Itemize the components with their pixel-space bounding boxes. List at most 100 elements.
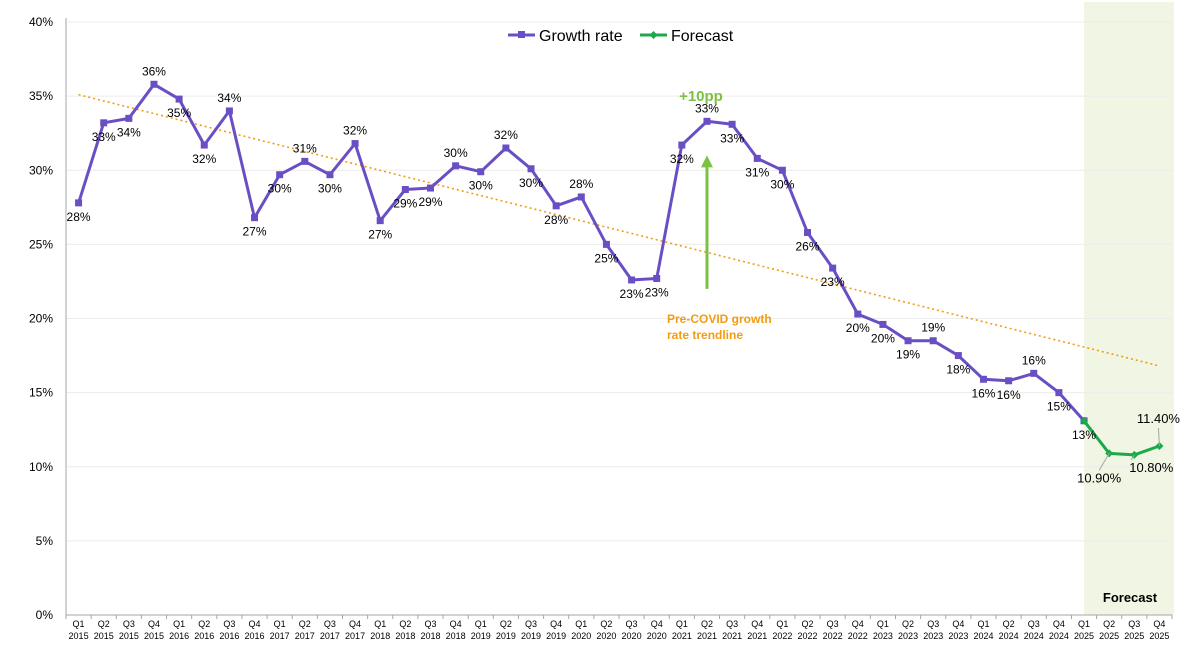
x-tick-quarter: Q1 (374, 619, 386, 629)
growth-rate-point (125, 114, 133, 122)
x-tick-quarter: Q2 (802, 619, 814, 629)
data-label: 26% (796, 240, 820, 254)
data-label: 20% (846, 321, 870, 335)
x-tick-year: 2019 (496, 631, 516, 641)
growth-rate-point (100, 119, 108, 127)
data-label: 31% (745, 165, 769, 179)
x-tick-quarter: Q3 (626, 619, 638, 629)
legend-forecast-marker (649, 31, 658, 39)
data-label: 16% (1022, 353, 1046, 367)
growth-rate-point (954, 352, 962, 360)
x-tick-year: 2024 (1049, 631, 1069, 641)
x-tick-quarter: Q1 (73, 619, 85, 629)
x-tick-year: 2018 (446, 631, 466, 641)
covid-bump-label: +10pp (679, 88, 723, 105)
gridlines (66, 21, 1172, 542)
annotations: +10pp Pre-COVID growth rate trendline Fo… (667, 88, 1158, 605)
y-tick-label: 15% (29, 386, 53, 400)
data-label: 30% (519, 176, 543, 190)
data-label: 33% (720, 131, 744, 145)
growth-rate-point (628, 276, 636, 284)
x-axis-tick-labels: Q1 2015 Q2 2015 Q3 2015 Q4 2015 Q1 2016 Q2 2016 Q3 20… (69, 619, 1170, 641)
data-label: 32% (343, 124, 367, 138)
growth-rate-point (829, 264, 837, 272)
data-label: 27% (243, 225, 267, 239)
x-tick-year: 2025 (1099, 631, 1119, 641)
data-label: 32% (670, 152, 694, 166)
growth-rate-point (225, 107, 233, 115)
x-tick-year: 2016 (219, 631, 239, 641)
x-tick-quarter: Q1 (776, 619, 788, 629)
forecast-region (1084, 2, 1174, 615)
growth-rate-point (1055, 389, 1063, 397)
x-tick-quarter: Q1 (475, 619, 487, 629)
data-label: 29% (393, 197, 417, 211)
legend-item-growth-rate: Growth rate (508, 28, 623, 45)
x-tick-year: 2019 (546, 631, 566, 641)
x-tick-year: 2016 (245, 631, 265, 641)
x-tick-quarter: Q2 (902, 619, 914, 629)
x-tick-year: 2020 (647, 631, 667, 641)
y-axis-tick-labels: 0% 5% 10% 15% 20% 25% 30% 35% 40% (29, 15, 53, 622)
growth-rate-point (150, 80, 158, 88)
data-label: 30% (268, 182, 292, 196)
growth-rate-point (251, 214, 259, 222)
x-tick-quarter: Q4 (1053, 619, 1065, 629)
x-tick-quarter: Q2 (399, 619, 411, 629)
growth-rate-point (527, 165, 535, 173)
x-tick-year: 2017 (345, 631, 365, 641)
growth-rate-point (678, 141, 686, 149)
x-tick-year: 2018 (395, 631, 415, 641)
forecast-line (1082, 419, 1160, 457)
data-label: 28% (569, 177, 593, 191)
x-tick-quarter: Q4 (249, 619, 261, 629)
x-tick-quarter: Q2 (98, 619, 110, 629)
data-label: 19% (921, 321, 945, 335)
data-label: 30% (469, 179, 493, 193)
forecast-leader-line (1157, 427, 1160, 447)
x-tick-quarter: Q2 (701, 619, 713, 629)
x-tick-year: 2025 (1074, 631, 1094, 641)
x-tick-year: 2025 (1124, 631, 1144, 641)
forecast-point (1080, 416, 1089, 425)
data-label: 18% (946, 363, 970, 377)
data-label: 16% (971, 386, 995, 400)
x-tick-quarter: Q1 (676, 619, 688, 629)
x-tick-year: 2023 (923, 631, 943, 641)
x-tick-year: 2020 (622, 631, 642, 641)
data-label: 27% (368, 228, 392, 242)
x-tick-quarter: Q4 (751, 619, 763, 629)
x-tick-year: 2022 (772, 631, 792, 641)
growth-rate-point (653, 274, 661, 282)
x-tick-quarter: Q1 (877, 619, 889, 629)
x-tick-quarter: Q3 (424, 619, 436, 629)
x-tick-quarter: Q4 (1153, 619, 1165, 629)
forecast-data-label: 10.90% (1077, 470, 1122, 485)
x-tick-year: 2018 (370, 631, 390, 641)
growth-rate-point (1030, 369, 1038, 377)
growth-rate-point (376, 217, 384, 225)
data-label: 34% (217, 91, 241, 105)
growth-rate-point (703, 117, 711, 125)
x-tick-quarter: Q1 (977, 619, 989, 629)
data-label: 15% (1047, 400, 1071, 414)
x-tick-quarter: Q3 (726, 619, 738, 629)
x-tick-quarter: Q2 (198, 619, 210, 629)
x-tick-quarter: Q1 (173, 619, 185, 629)
x-tick-year: 2022 (798, 631, 818, 641)
growth-rate-point (175, 95, 183, 103)
data-label: 28% (544, 213, 568, 227)
growth-rate-point (728, 120, 736, 128)
x-tick-quarter: Q3 (827, 619, 839, 629)
data-label: 23% (645, 285, 669, 299)
data-label: 33% (695, 101, 719, 115)
legend: Growth rate Forecast (508, 28, 734, 45)
x-tick-year: 2023 (898, 631, 918, 641)
x-tick-year: 2017 (270, 631, 290, 641)
legend-item-forecast: Forecast (640, 28, 734, 45)
growth-rate-point (477, 168, 485, 176)
x-tick-quarter: Q2 (299, 619, 311, 629)
x-tick-year: 2024 (999, 631, 1019, 641)
x-tick-quarter: Q1 (1078, 619, 1090, 629)
x-tick-quarter: Q3 (223, 619, 235, 629)
